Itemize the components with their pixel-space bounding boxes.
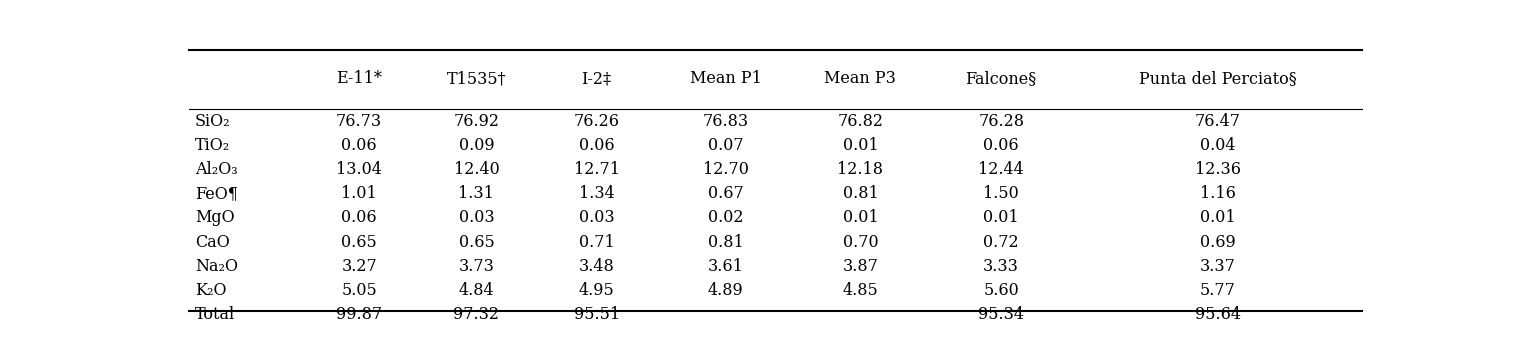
Text: 4.84: 4.84 xyxy=(458,282,495,299)
Text: 0.01: 0.01 xyxy=(1200,210,1236,226)
Text: 0.01: 0.01 xyxy=(843,210,878,226)
Text: 13.04: 13.04 xyxy=(336,161,383,178)
Text: I-2‡: I-2‡ xyxy=(581,70,611,87)
Text: 76.28: 76.28 xyxy=(977,113,1024,130)
Text: 3.27: 3.27 xyxy=(342,258,377,275)
Text: 0.06: 0.06 xyxy=(983,137,1018,154)
Text: 3.33: 3.33 xyxy=(983,258,1020,275)
Text: 0.03: 0.03 xyxy=(458,210,495,226)
Text: 76.73: 76.73 xyxy=(336,113,383,130)
Text: 4.95: 4.95 xyxy=(578,282,614,299)
Text: K₂O: K₂O xyxy=(195,282,227,299)
Text: 0.06: 0.06 xyxy=(342,210,377,226)
Text: 4.85: 4.85 xyxy=(843,282,879,299)
Text: 95.34: 95.34 xyxy=(977,306,1024,323)
Text: 0.69: 0.69 xyxy=(1200,233,1236,251)
Text: 99.87: 99.87 xyxy=(336,306,383,323)
Text: 0.71: 0.71 xyxy=(578,233,614,251)
Text: 5.77: 5.77 xyxy=(1200,282,1236,299)
Text: 0.07: 0.07 xyxy=(708,137,743,154)
Text: 97.32: 97.32 xyxy=(454,306,499,323)
Text: 3.48: 3.48 xyxy=(578,258,614,275)
Text: 5.05: 5.05 xyxy=(342,282,377,299)
Text: E-11*: E-11* xyxy=(336,70,383,87)
Text: 3.73: 3.73 xyxy=(458,258,495,275)
Text: 12.44: 12.44 xyxy=(979,161,1024,178)
Text: 1.31: 1.31 xyxy=(458,185,495,202)
Text: 0.01: 0.01 xyxy=(983,210,1018,226)
Text: 5.60: 5.60 xyxy=(983,282,1020,299)
Text: MgO: MgO xyxy=(195,210,235,226)
Text: 76.82: 76.82 xyxy=(837,113,884,130)
Text: 12.36: 12.36 xyxy=(1195,161,1241,178)
Text: FeO¶: FeO¶ xyxy=(195,185,238,202)
Text: 3.37: 3.37 xyxy=(1200,258,1236,275)
Text: 0.81: 0.81 xyxy=(843,185,879,202)
Text: 0.67: 0.67 xyxy=(708,185,743,202)
Text: T1535†: T1535† xyxy=(446,70,507,87)
Text: TiO₂: TiO₂ xyxy=(195,137,230,154)
Text: 76.26: 76.26 xyxy=(573,113,620,130)
Text: 95.51: 95.51 xyxy=(573,306,620,323)
Text: 12.40: 12.40 xyxy=(454,161,499,178)
Text: Punta del Perciato§: Punta del Perciato§ xyxy=(1139,70,1297,87)
Text: 76.83: 76.83 xyxy=(702,113,749,130)
Text: Mean P1: Mean P1 xyxy=(690,70,761,87)
Text: 0.09: 0.09 xyxy=(458,137,495,154)
Text: Total: Total xyxy=(195,306,235,323)
Text: CaO: CaO xyxy=(195,233,230,251)
Text: 4.89: 4.89 xyxy=(708,282,743,299)
Text: 12.18: 12.18 xyxy=(837,161,884,178)
Text: 76.47: 76.47 xyxy=(1195,113,1241,130)
Text: SiO₂: SiO₂ xyxy=(195,113,230,130)
Text: 1.34: 1.34 xyxy=(578,185,614,202)
Text: 12.71: 12.71 xyxy=(573,161,620,178)
Text: 0.03: 0.03 xyxy=(579,210,614,226)
Text: 1.16: 1.16 xyxy=(1200,185,1236,202)
Text: 0.06: 0.06 xyxy=(579,137,614,154)
Text: 3.87: 3.87 xyxy=(843,258,879,275)
Text: 3.61: 3.61 xyxy=(708,258,743,275)
Text: 0.06: 0.06 xyxy=(342,137,377,154)
Text: 1.50: 1.50 xyxy=(983,185,1020,202)
Text: 76.92: 76.92 xyxy=(454,113,499,130)
Text: 12.70: 12.70 xyxy=(702,161,749,178)
Text: 0.04: 0.04 xyxy=(1200,137,1236,154)
Text: 0.02: 0.02 xyxy=(708,210,743,226)
Text: Mean P3: Mean P3 xyxy=(825,70,896,87)
Text: 0.81: 0.81 xyxy=(708,233,743,251)
Text: 0.70: 0.70 xyxy=(843,233,878,251)
Text: Falcone§: Falcone§ xyxy=(965,70,1036,87)
Text: Al₂O₃: Al₂O₃ xyxy=(195,161,238,178)
Text: 95.64: 95.64 xyxy=(1195,306,1241,323)
Text: 0.65: 0.65 xyxy=(458,233,495,251)
Text: 0.65: 0.65 xyxy=(342,233,377,251)
Text: 1.01: 1.01 xyxy=(342,185,377,202)
Text: 0.72: 0.72 xyxy=(983,233,1018,251)
Text: 0.01: 0.01 xyxy=(843,137,878,154)
Text: Na₂O: Na₂O xyxy=(195,258,238,275)
